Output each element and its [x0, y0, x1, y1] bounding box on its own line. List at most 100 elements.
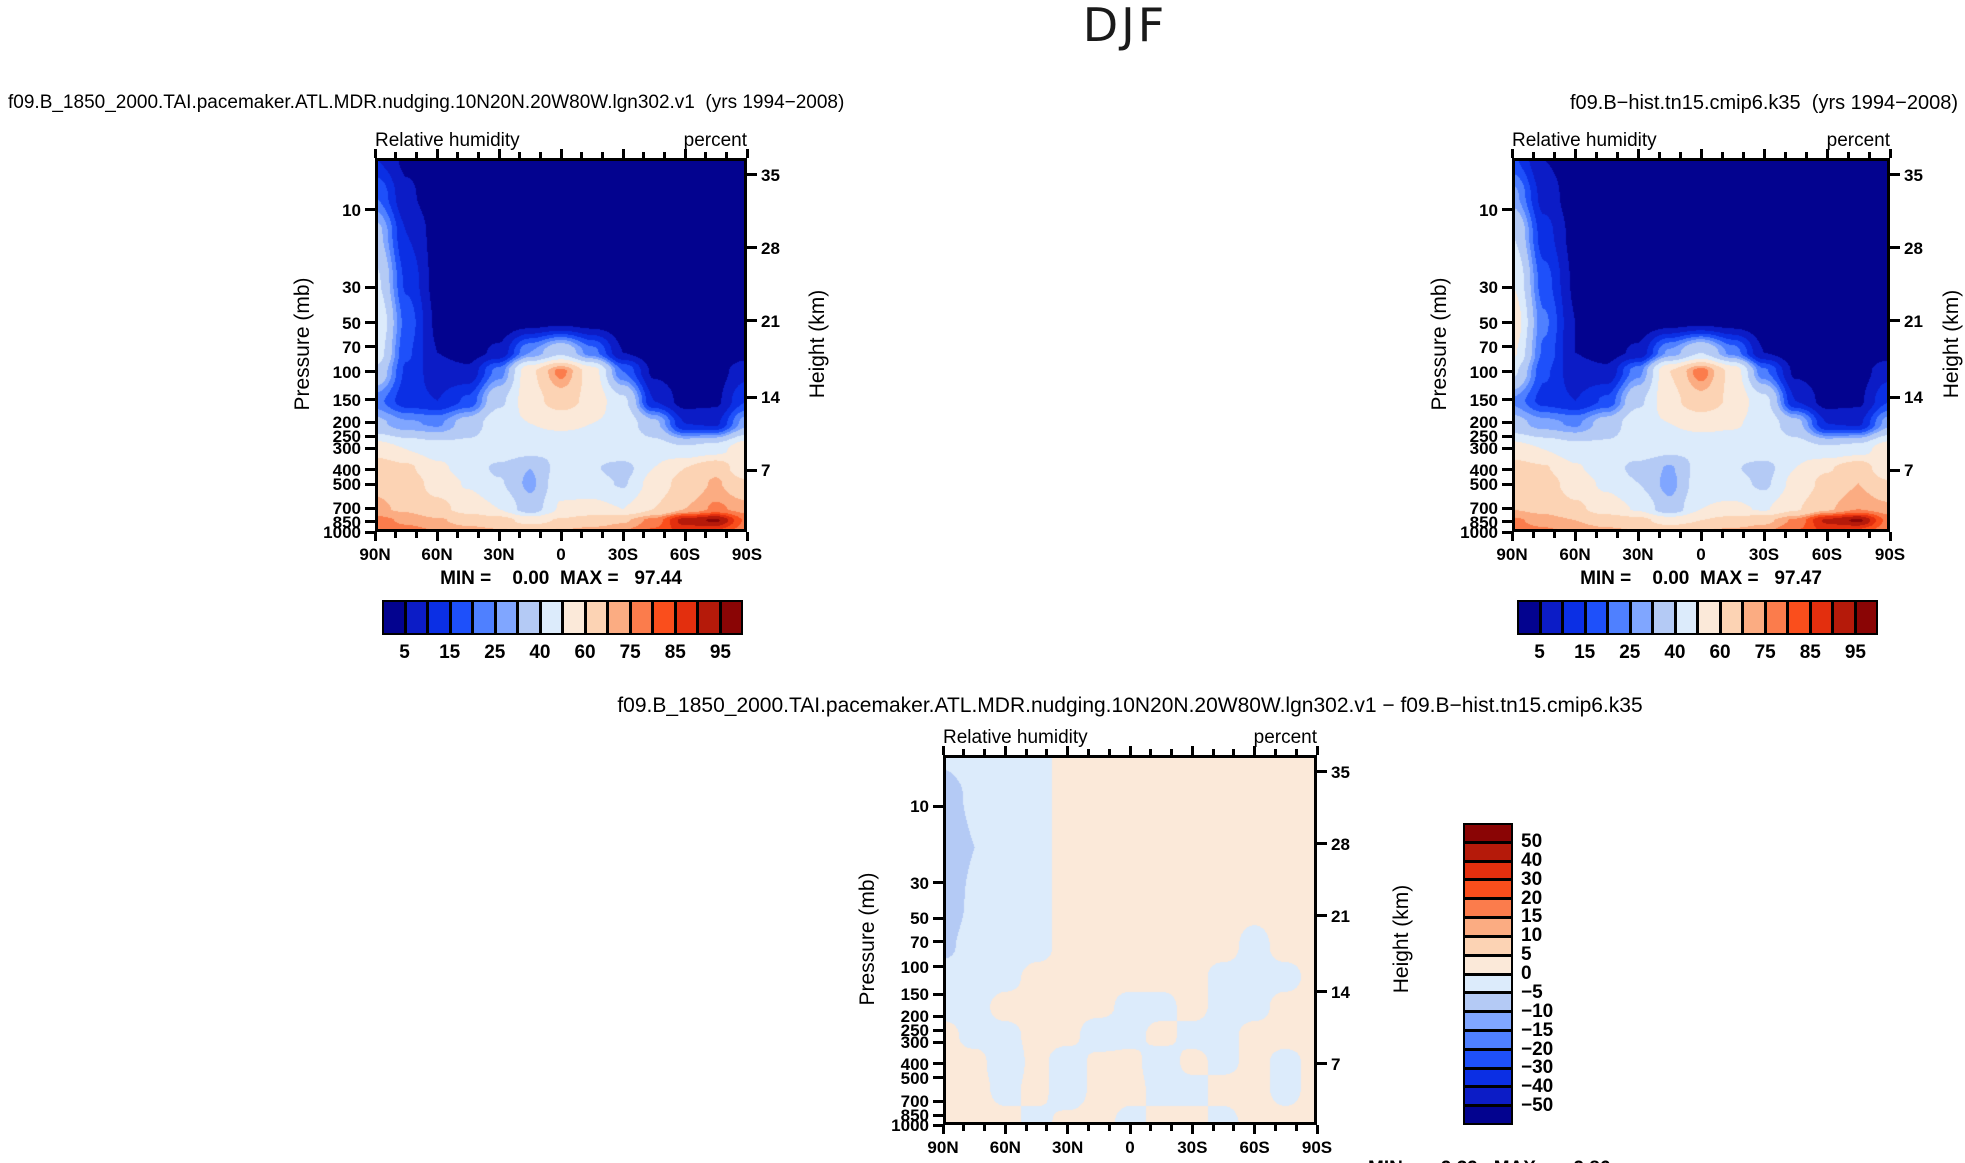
axis-tick	[365, 208, 375, 212]
colorbar-cell	[541, 602, 561, 633]
axis-tick	[1699, 149, 1703, 158]
axis-tick	[1502, 482, 1512, 486]
axis-tick	[642, 152, 646, 158]
pressure-tick-label: 30	[1479, 278, 1498, 298]
colorbar-cell	[1834, 602, 1854, 633]
units-label: percent	[683, 130, 747, 151]
field-name-label: Relative humidity	[375, 130, 520, 151]
max-label: MAX =	[559, 568, 619, 589]
latitude-tick-label: 30S	[1748, 545, 1780, 564]
axis-tick	[1003, 1125, 1007, 1134]
height-axis-title: Height (km)	[806, 289, 829, 399]
pressure-tick-label: 100	[900, 957, 929, 977]
axis-tick	[394, 532, 398, 538]
pressure-tick-label: 200	[1469, 413, 1498, 433]
colorbar-label: 40	[529, 642, 551, 663]
height-tick-label: 35	[1904, 165, 1923, 185]
height-tick-label: 21	[1331, 906, 1350, 926]
axis-tick	[933, 1099, 943, 1103]
colorbar-label: −50	[1521, 1095, 1554, 1117]
axis-tick	[1232, 749, 1236, 755]
pressure-tick-label: 250	[900, 1021, 929, 1041]
axis-tick	[365, 285, 375, 289]
axis-tick	[747, 395, 757, 399]
pressure-tick-label: 30	[910, 873, 929, 893]
colorbar-label: −10	[1521, 1000, 1554, 1022]
pressure-tick-label: 850	[332, 512, 361, 532]
axis-tick	[1867, 532, 1871, 538]
colorbar-cell	[1744, 602, 1764, 633]
axis-tick	[580, 152, 584, 158]
pressure-tick-label: 700	[1469, 499, 1498, 519]
colorbar-cell	[1465, 919, 1511, 935]
spacer	[1689, 568, 1700, 589]
axis-tick	[435, 532, 439, 541]
contour-field-canvas	[943, 755, 1317, 1125]
axis-tick	[365, 446, 375, 450]
axis-tick	[621, 532, 625, 541]
axis-tick	[365, 520, 375, 524]
pressure-tick-label: 100	[1469, 362, 1498, 382]
colorbar-cell	[1465, 1031, 1511, 1048]
axis-tick	[373, 532, 377, 541]
axis-tick	[724, 532, 728, 538]
axis-tick	[1024, 1125, 1028, 1131]
panel-model1: f09.B_1850_2000.TAI.pacemaker.ATL.MDR.nu…	[8, 92, 844, 663]
axis-tick	[1317, 842, 1327, 846]
axis-tick	[365, 506, 375, 510]
axis-tick	[747, 246, 757, 250]
height-tick-label: 28	[1331, 834, 1350, 854]
axis-tick	[724, 152, 728, 158]
colorbar-cell	[1465, 1069, 1511, 1086]
pressure-tick-label: 50	[1479, 313, 1498, 333]
colorbar-label: 25	[1619, 642, 1641, 663]
pressure-tick-label: 200	[900, 1007, 929, 1027]
colorbar-cell	[699, 602, 719, 633]
pressure-tick-label: 70	[910, 932, 929, 952]
axis-tick	[941, 746, 945, 755]
axis-tick	[933, 1113, 943, 1117]
colorbar-label: 30	[1521, 868, 1543, 890]
axis-tick	[1045, 749, 1049, 755]
axis-tick	[559, 149, 563, 158]
latitude-tick-label: 30S	[607, 545, 639, 564]
axis-tick	[365, 482, 375, 486]
latitude-tick-label: 90N	[927, 1138, 959, 1157]
axis-tick	[1502, 321, 1512, 325]
min-value: 0.00	[1652, 568, 1690, 589]
axis-tick	[683, 149, 687, 158]
axis-tick	[747, 468, 757, 472]
colorbar-cell	[586, 602, 606, 633]
axis-tick	[1253, 1125, 1257, 1134]
pressure-tick-label: 400	[1469, 460, 1498, 480]
pressure-tick-label: 300	[332, 439, 361, 459]
axis-tick	[580, 532, 584, 538]
axis-tick	[1531, 532, 1535, 538]
height-tick-label: 7	[1904, 461, 1914, 481]
axis-tick	[414, 152, 418, 158]
latitude-tick-label: 30N	[1622, 545, 1654, 564]
axis-tick	[476, 152, 480, 158]
colorbar-cell	[1676, 602, 1696, 633]
latitude-tick-label: 0	[1696, 545, 1706, 564]
axis-tick	[1531, 152, 1535, 158]
colorbar-cell	[1811, 602, 1831, 633]
axis-tick	[497, 149, 501, 158]
colorbar-label: 60	[574, 642, 596, 663]
axis-tick	[1888, 532, 1892, 541]
height-tick-label: 7	[1331, 1054, 1341, 1074]
axis-tick	[683, 532, 687, 541]
max-value: 97.47	[1774, 568, 1822, 589]
colorbar-cell	[1465, 1107, 1511, 1123]
axis-tick	[1890, 395, 1900, 399]
height-tick-label: 14	[1904, 388, 1923, 408]
colorbar-cell	[519, 602, 539, 633]
colorbar-cell	[1465, 825, 1511, 841]
axis-tick	[642, 532, 646, 538]
axis-tick	[538, 532, 542, 538]
latitude-tick-label: 90S	[731, 545, 763, 564]
axis-tick	[1315, 1125, 1319, 1134]
axis-tick	[962, 749, 966, 755]
axis-tick	[559, 532, 563, 541]
height-tick-label: 21	[1904, 311, 1923, 331]
